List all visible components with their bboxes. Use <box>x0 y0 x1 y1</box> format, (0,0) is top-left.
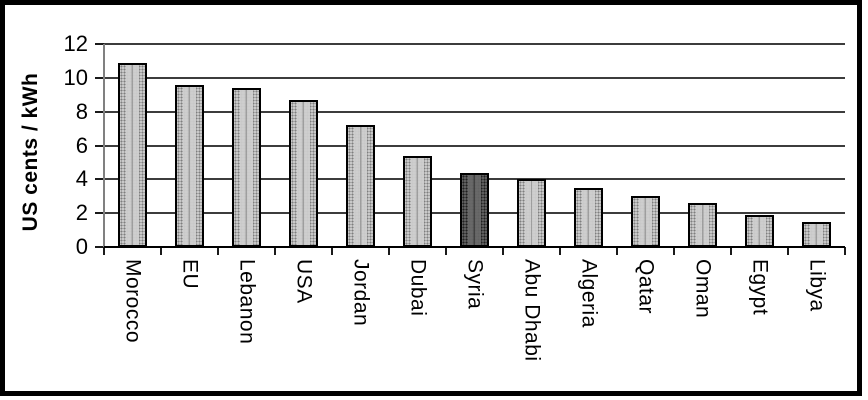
y-tick-label: 6 <box>75 132 88 158</box>
x-axis-tick <box>616 247 618 255</box>
y-tick-label: 0 <box>75 234 88 259</box>
y-axis-line <box>103 44 105 255</box>
y-axis-tick <box>95 43 104 45</box>
bar <box>118 62 147 247</box>
gridline <box>104 43 845 45</box>
x-axis-tick <box>673 247 675 255</box>
x-category-label: Jordan <box>349 259 373 327</box>
y-axis-tick <box>95 212 104 215</box>
x-category-label: Abu Dhabi <box>520 259 544 362</box>
y-tick-label: 4 <box>75 166 88 192</box>
bar <box>574 187 603 247</box>
x-category-label: Egypt <box>748 259 772 316</box>
bar <box>517 179 546 247</box>
x-category-label: Dubai <box>406 259 430 317</box>
bar <box>802 221 831 247</box>
bar <box>289 99 318 247</box>
y-axis-tick <box>95 144 104 147</box>
x-axis-tick <box>217 247 219 255</box>
gridline <box>104 144 845 147</box>
x-axis-tick <box>160 247 162 255</box>
x-axis-tick <box>331 247 333 255</box>
x-axis-tick <box>730 247 732 255</box>
y-axis-tick <box>95 246 104 248</box>
x-axis-tick <box>559 247 561 255</box>
bar <box>745 214 774 247</box>
x-category-label: Oman <box>691 259 715 319</box>
x-axis-tick <box>274 247 276 255</box>
x-category-label: Syria <box>463 259 487 310</box>
x-axis-line <box>104 246 845 248</box>
gridline <box>104 76 845 79</box>
x-category-label: USA <box>292 259 316 304</box>
y-axis-tick <box>95 76 104 79</box>
bar <box>403 155 432 247</box>
y-tick-label: 8 <box>75 98 88 124</box>
x-axis-tick <box>445 247 447 255</box>
y-tick-label: 10 <box>63 64 88 90</box>
x-category-label: Libya <box>805 259 829 312</box>
y-tick-label: 2 <box>75 200 88 226</box>
bar <box>175 84 204 247</box>
bar <box>631 196 660 247</box>
gridline <box>104 110 845 113</box>
bar <box>460 172 489 247</box>
bar <box>346 125 375 247</box>
y-tick-label: 12 <box>63 31 88 56</box>
bar <box>688 203 717 247</box>
x-axis-tick <box>103 247 105 255</box>
y-axis-tick <box>95 178 104 181</box>
x-axis-tick <box>844 247 846 255</box>
y-axis-tick <box>95 110 104 113</box>
x-category-label: EU <box>178 259 202 290</box>
bar <box>232 87 261 247</box>
x-category-label: Qatar <box>634 259 658 315</box>
x-axis-tick <box>502 247 504 255</box>
x-axis-tick <box>787 247 789 255</box>
x-axis-tick <box>388 247 390 255</box>
x-category-label: Lebanon <box>235 259 259 345</box>
x-category-label: Morocco <box>121 259 145 344</box>
x-category-label: Algeria <box>577 259 601 328</box>
